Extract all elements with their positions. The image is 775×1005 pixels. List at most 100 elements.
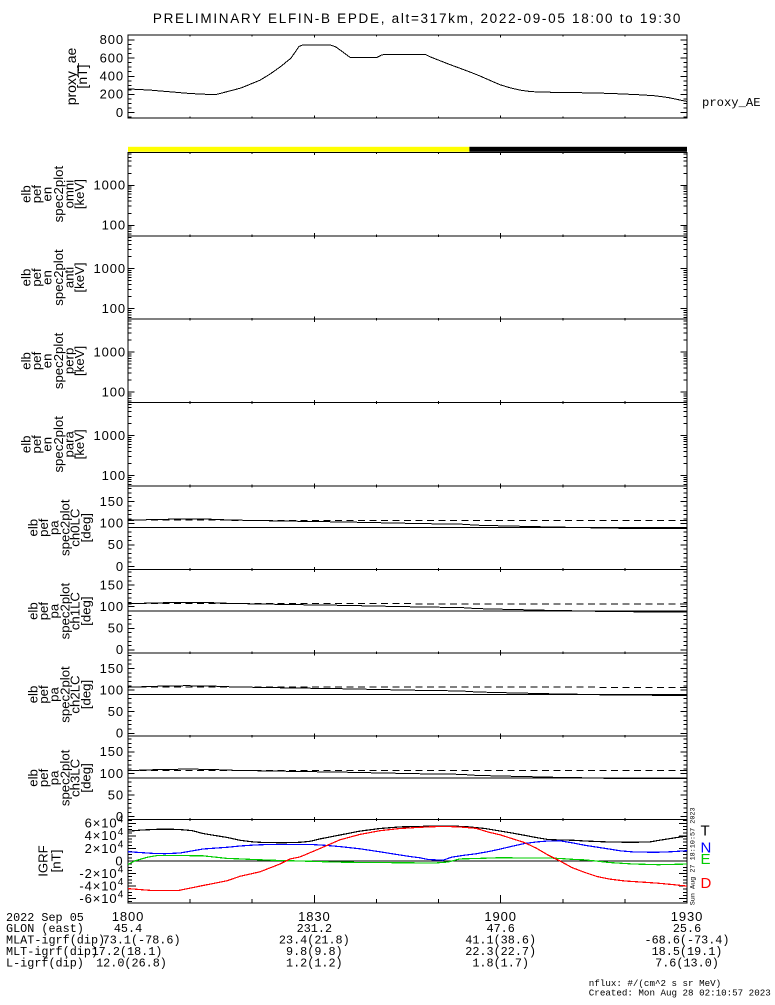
svg-text:pef: pef	[29, 435, 44, 454]
svg-text:en: en	[40, 187, 55, 202]
svg-text:50: 50	[108, 621, 124, 636]
svg-text:200: 200	[100, 87, 124, 102]
svg-text:2022 Sep 05: 2022 Sep 05	[6, 911, 84, 925]
svg-text:100: 100	[100, 599, 124, 614]
svg-text:4: 4	[118, 814, 124, 825]
svg-text:spec2plot: spec2plot	[57, 583, 72, 640]
svg-text:pa: pa	[46, 603, 61, 618]
svg-text:41.1(38.6): 41.1(38.6)	[465, 934, 536, 948]
svg-text:pef: pef	[36, 602, 51, 621]
svg-text:spec2plot: spec2plot	[51, 332, 66, 389]
svg-text:4: 4	[118, 827, 124, 838]
svg-text:[deg]: [deg]	[79, 596, 94, 625]
svg-text:47.6: 47.6	[487, 922, 515, 936]
svg-text:N: N	[701, 839, 712, 856]
svg-text:2×10: 2×10	[85, 841, 118, 856]
svg-text:ch3LC: ch3LC	[68, 758, 83, 797]
svg-text:9.8(9.8): 9.8(9.8)	[286, 945, 343, 959]
svg-text:elb: elb	[25, 602, 40, 620]
svg-text:100: 100	[102, 384, 126, 399]
svg-text:4: 4	[118, 877, 124, 888]
svg-text:elb: elb	[19, 435, 34, 453]
svg-text:600: 600	[100, 50, 124, 65]
svg-text:elb: elb	[25, 769, 40, 787]
svg-text:4: 4	[118, 865, 124, 876]
svg-text:MLAT-igrf(dip): MLAT-igrf(dip)	[6, 934, 105, 948]
svg-text:150: 150	[100, 494, 124, 509]
svg-text:45.4: 45.4	[114, 922, 142, 936]
svg-text:Sun Aug 27 18:10:57 2023: Sun Aug 27 18:10:57 2023	[689, 807, 697, 905]
svg-text:spec2plot: spec2plot	[57, 749, 72, 806]
svg-text:231.2: 231.2	[297, 922, 332, 936]
svg-text:1800: 1800	[112, 909, 145, 924]
svg-text:1000: 1000	[93, 428, 126, 443]
svg-text:23.4(21.8): 23.4(21.8)	[279, 934, 350, 948]
svg-text:Created: Mon Aug 28 02:10:57 2: Created: Mon Aug 28 02:10:57 2023	[589, 988, 771, 999]
svg-text:100: 100	[102, 301, 126, 316]
svg-text:spec2plot: spec2plot	[51, 416, 66, 473]
svg-text:150: 150	[100, 661, 124, 676]
svg-text:400: 400	[100, 69, 124, 84]
svg-text:MLT-igrf(dip): MLT-igrf(dip)	[6, 945, 98, 959]
svg-text:T: T	[701, 823, 710, 840]
svg-text:0: 0	[116, 809, 124, 824]
svg-text:spec2plot: spec2plot	[57, 666, 72, 723]
svg-text:73.1(-78.6): 73.1(-78.6)	[103, 934, 181, 948]
svg-text:[nT]: [nT]	[49, 850, 64, 873]
svg-text:spec2plot: spec2plot	[51, 249, 66, 306]
svg-text:omni: omni	[61, 180, 76, 209]
svg-text:1000: 1000	[93, 261, 126, 276]
svg-text:1.8(1.7): 1.8(1.7)	[472, 956, 529, 970]
svg-text:0: 0	[116, 726, 124, 741]
svg-text:1930: 1930	[671, 909, 704, 924]
svg-text:[keV]: [keV]	[72, 346, 87, 376]
svg-text:[keV]: [keV]	[72, 179, 87, 209]
svg-text:[keV]: [keV]	[72, 429, 87, 459]
svg-text:22.3(22.7): 22.3(22.7)	[465, 945, 536, 959]
svg-text:nflux: #/(cm^2 s sr MeV): nflux: #/(cm^2 s sr MeV)	[589, 978, 721, 989]
svg-text:pef: pef	[36, 685, 51, 704]
svg-text:12.0(26.8): 12.0(26.8)	[96, 956, 167, 970]
svg-text:GLON (east): GLON (east)	[6, 922, 84, 936]
svg-text:anti: anti	[61, 267, 76, 288]
svg-text:1900: 1900	[484, 909, 517, 924]
svg-text:-2×10: -2×10	[79, 866, 117, 881]
svg-text:0: 0	[116, 559, 124, 574]
svg-text:elb: elb	[19, 352, 34, 370]
svg-text:en: en	[40, 437, 55, 452]
svg-text:proxy_ae: proxy_ae	[63, 47, 79, 105]
svg-text:0: 0	[116, 642, 124, 657]
svg-text:D: D	[701, 875, 712, 892]
svg-text:25.6: 25.6	[673, 922, 701, 936]
svg-text:-4×10: -4×10	[79, 878, 117, 893]
svg-text:100: 100	[100, 682, 124, 697]
svg-text:pef: pef	[29, 268, 44, 287]
svg-text:L-igrf(dip): L-igrf(dip)	[6, 956, 84, 970]
svg-text:pa: pa	[46, 770, 61, 785]
svg-text:pef: pef	[29, 351, 44, 370]
svg-text:1830: 1830	[298, 909, 331, 924]
svg-text:PRELIMINARY ELFIN-B EPDE, alt=: PRELIMINARY ELFIN-B EPDE, alt=317km, 202…	[153, 11, 682, 26]
svg-text:perp: perp	[61, 348, 76, 374]
svg-text:elb: elb	[25, 686, 40, 704]
svg-text:17.2(18.1): 17.2(18.1)	[92, 945, 163, 959]
svg-text:150: 150	[100, 577, 124, 592]
svg-text:en: en	[40, 354, 55, 369]
svg-text:elb: elb	[19, 269, 34, 287]
svg-text:IGRF: IGRF	[36, 845, 51, 877]
svg-text:4: 4	[118, 890, 124, 901]
svg-text:ch1LC: ch1LC	[68, 592, 83, 631]
svg-text:para: para	[61, 430, 76, 457]
svg-text:100: 100	[102, 218, 126, 233]
svg-text:spec2plot: spec2plot	[57, 499, 72, 556]
svg-text:0: 0	[116, 105, 124, 120]
svg-text:-6×10: -6×10	[79, 891, 117, 906]
svg-text:-68.6(-73.4): -68.6(-73.4)	[645, 934, 730, 948]
svg-text:elb: elb	[25, 519, 40, 537]
svg-text:150: 150	[100, 744, 124, 759]
svg-text:50: 50	[108, 537, 124, 552]
svg-text:18.5(19.1): 18.5(19.1)	[652, 945, 723, 959]
svg-text:100: 100	[102, 468, 126, 483]
svg-text:[deg]: [deg]	[79, 680, 94, 709]
svg-text:4×10: 4×10	[85, 828, 118, 843]
